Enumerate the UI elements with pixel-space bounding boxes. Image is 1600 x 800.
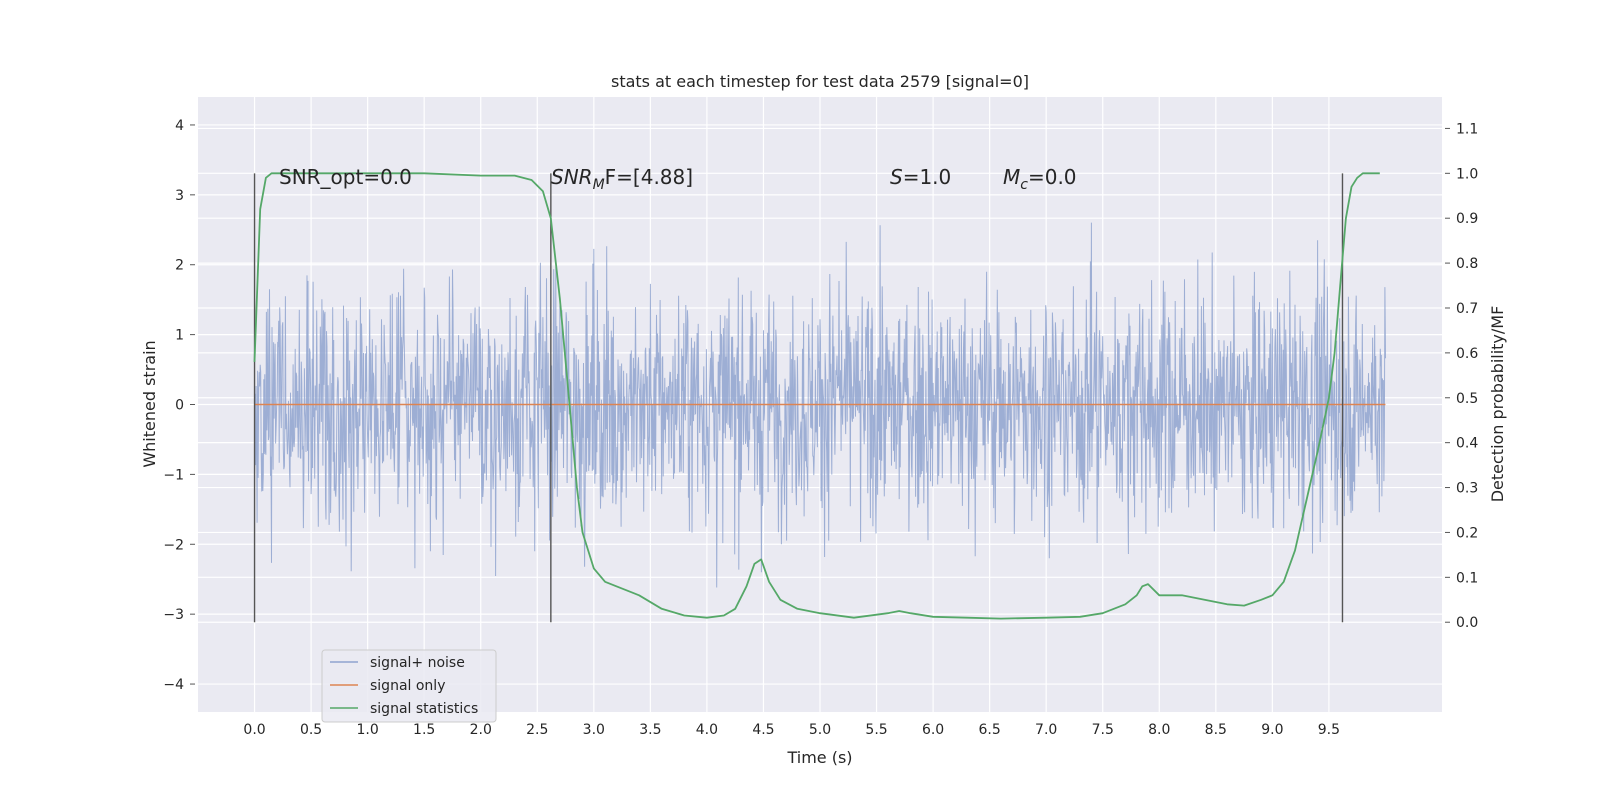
- y2-tick-label: 0.4: [1456, 436, 1478, 452]
- y-tick-label: 2: [175, 258, 184, 274]
- y2-tick-label: 0.2: [1456, 525, 1478, 541]
- x-tick-label: 0.5: [300, 722, 322, 738]
- y2-tick-label: 0.7: [1456, 301, 1478, 317]
- annotation-snr-mf-sub: M: [593, 177, 605, 193]
- x-tick-label: 4.5: [752, 722, 774, 738]
- legend-label-signal-only: signal only: [370, 678, 445, 694]
- x-tick-label: 0.0: [243, 722, 265, 738]
- x-tick-label: 9.5: [1318, 722, 1340, 738]
- annotation-s: S=1.0: [890, 165, 951, 189]
- annotation-snr-mf-rest: F=[4.88]: [605, 165, 693, 189]
- y2-tick-label: 1.1: [1456, 121, 1478, 137]
- y2-tick-label: 1.0: [1456, 166, 1478, 182]
- annotation-snr-mf-main: SNR: [551, 165, 593, 189]
- series-signal-statistics: [253, 172, 1380, 620]
- x-tick-label: 4.0: [696, 722, 718, 738]
- annotation-snr-mf: SNRMF=[4.88]: [551, 165, 693, 193]
- statistics-line: [253, 172, 1380, 620]
- y-tick-label: 3: [175, 188, 184, 204]
- chart-title: stats at each timestep for test data 257…: [611, 72, 1029, 91]
- x-tick-label: 3.5: [639, 722, 661, 738]
- x-tick-label: 8.5: [1205, 722, 1227, 738]
- noise-trace: [254, 222, 1386, 588]
- y-tick-label: −1: [163, 467, 184, 483]
- y-tick-label: 4: [175, 118, 184, 134]
- legend-box: [321, 649, 497, 723]
- x-tick-label: 8.0: [1148, 722, 1170, 738]
- y2-tick-label: 0.8: [1456, 256, 1478, 272]
- x-axis-ticks: 0.0 0.5 1.0 1.5 2.0 2.5 3.0 3.5 4.0 4.5 5.0 5.5 6.0 6…: [243, 722, 1340, 738]
- y-tick-label: 1: [175, 328, 184, 344]
- y2-tick-label: 0.9: [1456, 211, 1478, 227]
- y-axis-ticks: 4 3 2 1 0 −1 −2 −3 −4: [163, 118, 195, 693]
- y2-tick-label: 0.5: [1456, 391, 1478, 407]
- x-tick-label: 1.0: [357, 722, 379, 738]
- x-tick-label: 7.0: [1035, 722, 1057, 738]
- y-axis-label: Whitened strain: [140, 340, 159, 467]
- x-tick-label: 6.5: [979, 722, 1001, 738]
- series-signal-noise: [254, 222, 1386, 588]
- annotation-mc: Mc=0.0: [1003, 165, 1077, 193]
- x-tick-label: 5.5: [865, 722, 887, 738]
- y-tick-label: 0: [175, 398, 184, 414]
- x-tick-label: 6.0: [922, 722, 944, 738]
- x-tick-label: 2.5: [526, 722, 548, 738]
- y2-axis-ticks: 1.1 1.0 0.9 0.8 0.7 0.6 0.5 0.4 0.3 0.2 0.1 0.0: [1445, 121, 1478, 631]
- legend: signal+ noise signal only signal statist…: [321, 649, 497, 723]
- annotation-mc-main: M: [1003, 165, 1020, 189]
- y2-tick-label: 0.1: [1456, 570, 1478, 586]
- x-tick-label: 2.0: [470, 722, 492, 738]
- x-tick-label: 5.0: [809, 722, 831, 738]
- x-axis-label: Time (s): [786, 748, 852, 767]
- y2-axis-label: Detection probability/MF: [1488, 306, 1507, 503]
- annotation-s-main: S: [890, 165, 903, 189]
- annotation-mc-sub: c: [1020, 177, 1028, 193]
- annotation-mc-rest: =0.0: [1028, 165, 1077, 189]
- x-tick-label: 1.5: [413, 722, 435, 738]
- x-tick-label: 9.0: [1261, 722, 1283, 738]
- x-tick-label: 7.5: [1092, 722, 1114, 738]
- y2-tick-label: 0.6: [1456, 346, 1478, 362]
- y-tick-label: −3: [163, 607, 184, 623]
- annotation-snr-opt: SNR_opt=0.0: [279, 165, 412, 189]
- x-tick-label: 3.0: [583, 722, 605, 738]
- y-tick-label: −4: [163, 677, 184, 693]
- y2-tick-label: 0.3: [1456, 481, 1478, 497]
- annotation-s-rest: =1.0: [903, 165, 952, 189]
- y-tick-label: −2: [163, 537, 184, 553]
- legend-label-signal-statistics: signal statistics: [370, 701, 478, 717]
- legend-label-signal-noise: signal+ noise: [370, 655, 465, 671]
- y2-tick-label: 0.0: [1456, 615, 1478, 631]
